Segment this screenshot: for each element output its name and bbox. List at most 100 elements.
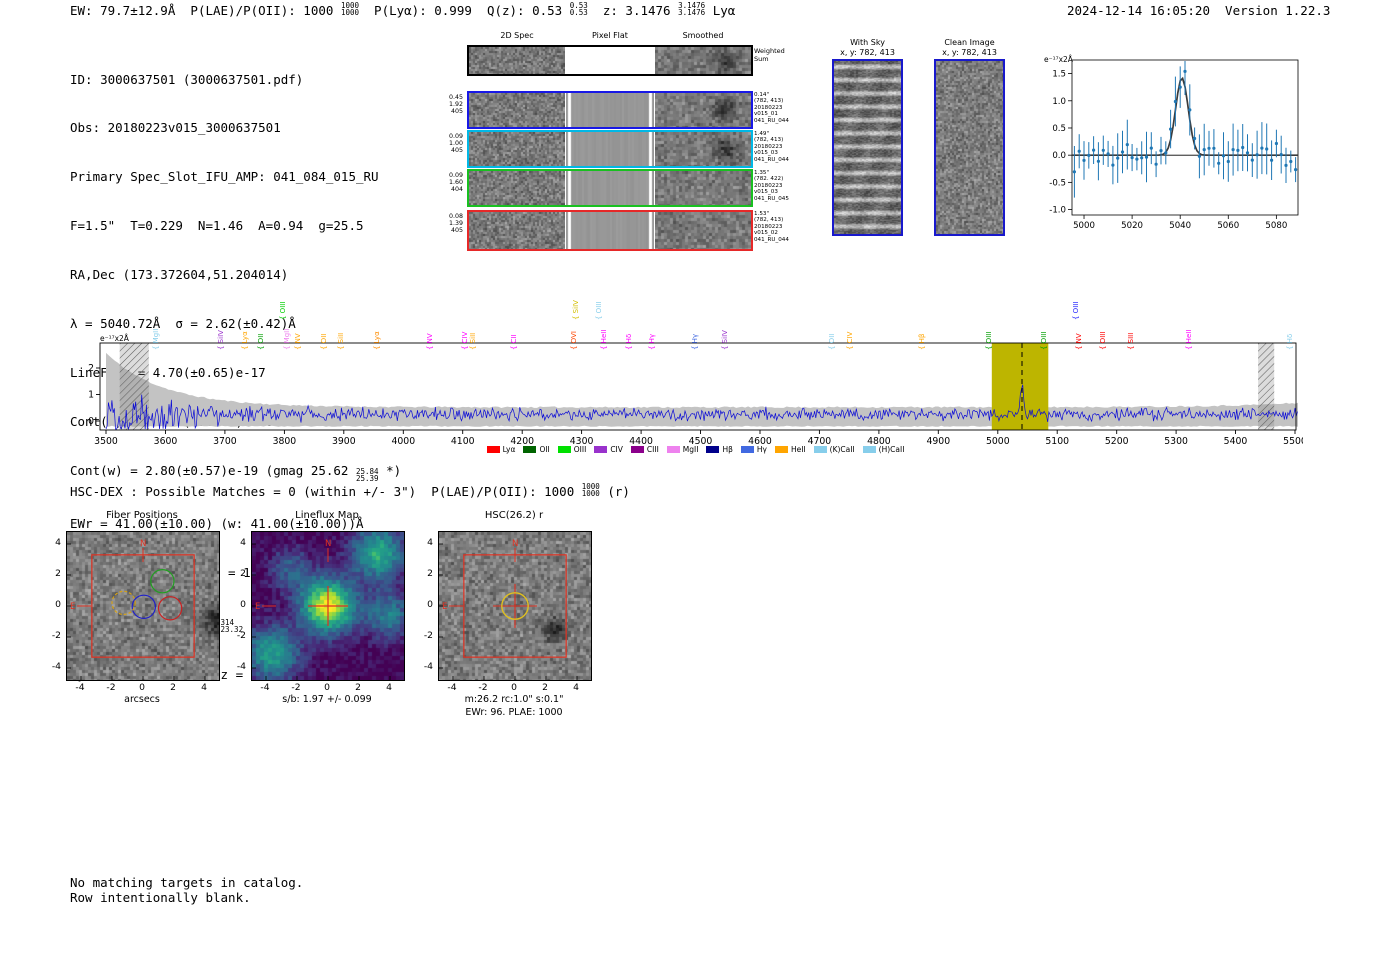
info-fiber-stats: F=1.5" T=0.229 N=1.46 A=0.94 g=25.5 xyxy=(70,218,364,234)
withsky-title: With Sky xyxy=(850,38,885,47)
legend-label: Hγ xyxy=(756,445,767,454)
axis-tick-label: 4 xyxy=(427,537,433,548)
svg-text:3600: 3600 xyxy=(154,436,178,447)
svg-text:N: N xyxy=(512,539,518,549)
svg-text:5080: 5080 xyxy=(1265,221,1287,231)
zoom-spectrum-plot: 5000 5020 5040 5060 5080 -1.0 -0.5 0.0 0.5 1.0 1.5 xyxy=(1049,59,1299,231)
withsky-coords: x, y: 782, 413 xyxy=(840,48,895,57)
axis-tick-label: -2 xyxy=(51,630,61,641)
info-obs: Obs: 20180223v015_3000637501 xyxy=(70,120,281,136)
hsc-dex-line: HSC-DEX : Possible Matches = 0 (within +… xyxy=(70,482,630,499)
spec2d-strip-segment xyxy=(655,212,751,249)
spec2d-row-fiber-info: 1.49" (782, 413) 20180223 v015_03 041_RU_044 xyxy=(754,131,789,163)
svg-text:5000: 5000 xyxy=(1073,221,1095,231)
svg-text:3700: 3700 xyxy=(213,436,237,447)
footer-note-1: No matching targets in catalog. xyxy=(70,875,304,890)
legend-item: Hγ xyxy=(740,445,767,454)
info-radec: RA,Dec (173.372604,51.204014) xyxy=(70,267,289,283)
svg-text:3800: 3800 xyxy=(273,436,297,447)
footer-note-2: Row intentionally blank. xyxy=(70,890,251,905)
legend-label: (H)CaII xyxy=(878,445,905,454)
svg-text:0.5: 0.5 xyxy=(1052,124,1066,134)
info-wavelength: λ = 5040.72Å σ = 2.62(±0.42)Å xyxy=(70,316,296,332)
legend-label: Hβ xyxy=(722,445,733,454)
axis-tick-label: 4 xyxy=(386,682,392,693)
legend-item: CIV xyxy=(594,445,623,454)
legend-swatch xyxy=(862,446,876,453)
axis-tick-label: 0 xyxy=(139,682,145,693)
svg-text:5060: 5060 xyxy=(1217,221,1239,231)
summary-header: EW: 79.7±12.9Å P(LAE)/P(OII): 1000 1000 1… xyxy=(70,2,735,18)
axis-tick-label: 2 xyxy=(170,682,176,693)
axis-tick-label: -4 xyxy=(75,682,85,693)
axis-tick-label: 2 xyxy=(355,682,361,693)
spec2d-strip-segment xyxy=(469,132,565,166)
spec2d-row-stats: 0.08 1.39 405 xyxy=(448,213,463,234)
hsc-dex-text: HSC-DEX : Possible Matches = 0 (within +… xyxy=(70,484,582,499)
svg-text:N: N xyxy=(140,539,146,549)
plae-poii-value: P(LAE)/P(OII): 1000 xyxy=(190,3,341,18)
legend-label: MgII xyxy=(682,445,699,454)
axis-tick-label: 0 xyxy=(240,599,246,610)
spec2d-strip-segment xyxy=(655,47,751,74)
svg-text:1.0: 1.0 xyxy=(1052,97,1066,107)
spec2d-row-fiber-info: 1.35" (782. 422) 20180223 v015_03 041_RU_045 xyxy=(754,170,789,202)
spec2d-strip-row xyxy=(467,130,753,168)
legend-item: HeII xyxy=(774,445,806,454)
spec2d-strip-segment xyxy=(566,132,654,166)
svg-text:-1.0: -1.0 xyxy=(1049,206,1066,216)
legend-swatch xyxy=(594,446,608,453)
timestamp-version: 2024-12-14 16:05:20 Version 1.22.3 xyxy=(1067,3,1331,18)
svg-text:4700: 4700 xyxy=(808,436,832,447)
svg-text:4400: 4400 xyxy=(629,436,653,447)
spec2d-strip-segment xyxy=(469,47,565,74)
lineflux-map-title: Lineflux Map xyxy=(295,510,359,521)
legend-swatch xyxy=(740,446,754,453)
legend-item: Hβ xyxy=(706,445,733,454)
axis-tick-label: -2 xyxy=(106,682,116,693)
info-primary-amp: Primary Spec_Slot_IFU_AMP: 041_084_015_R… xyxy=(70,169,379,185)
spec2d-strip-segment xyxy=(469,212,565,249)
axis-tick-label: 4 xyxy=(201,682,207,693)
cleanimage-title: Clean Image xyxy=(944,38,995,47)
axis-tick-label: 4 xyxy=(240,537,246,548)
axis-tick-label: 2 xyxy=(427,568,433,579)
spec2d-strip-row xyxy=(467,91,753,129)
axis-tick-label: -4 xyxy=(260,682,270,693)
axis-tick-label: 0 xyxy=(55,599,61,610)
spec2d-strip-segment xyxy=(566,171,654,205)
spec2d-strip-segment xyxy=(566,212,654,249)
svg-text:0: 0 xyxy=(88,416,94,427)
hsc-dex-range: 1000 1000 xyxy=(581,482,600,499)
spec2d-header-pixelflat: Pixel Flat xyxy=(592,31,628,40)
svg-text:4600: 4600 xyxy=(748,436,772,447)
lineflux-map-overlay: NE xyxy=(252,539,391,680)
plya-value: P(Lyα): 0.999 xyxy=(359,3,487,18)
svg-text:4800: 4800 xyxy=(867,436,891,447)
cleanimage-coords: x, y: 782, 413 xyxy=(942,48,997,57)
fiber-positions-overlay: NE xyxy=(67,539,206,680)
svg-text:-0.5: -0.5 xyxy=(1049,178,1066,188)
axis-tick-label: -2 xyxy=(236,630,246,641)
spec2d-strip-segment xyxy=(469,93,565,127)
z-value: z: 3.1476 xyxy=(587,3,679,18)
ew-value: EW: 79.7±12.9Å xyxy=(70,3,191,18)
hsc-mag-caption: m:26.2 rc:1.0" s:0.1" xyxy=(464,694,564,705)
spec2d-header-2dspec: 2D Spec xyxy=(500,31,534,40)
info-id: ID: 3000637501 (3000637501.pdf) xyxy=(70,71,304,87)
legend-swatch xyxy=(630,446,644,453)
svg-text:5000: 5000 xyxy=(986,436,1010,447)
svg-text:2: 2 xyxy=(88,363,94,374)
axis-tick-label: -2 xyxy=(291,682,301,693)
svg-text:E: E xyxy=(70,602,75,612)
svg-text:5040: 5040 xyxy=(1169,221,1191,231)
svg-text:5400: 5400 xyxy=(1224,436,1248,447)
spec2d-strip-row xyxy=(467,210,753,251)
weighted-sum-label: Weighted Sum xyxy=(754,47,785,63)
legend-label: OIII xyxy=(573,445,587,454)
svg-text:3900: 3900 xyxy=(332,436,356,447)
svg-text:3500: 3500 xyxy=(94,436,118,447)
hsc-r-title: HSC(26.2) r xyxy=(484,510,544,521)
legend-item: OIII xyxy=(557,445,587,454)
cleanimage-image xyxy=(934,59,1005,236)
